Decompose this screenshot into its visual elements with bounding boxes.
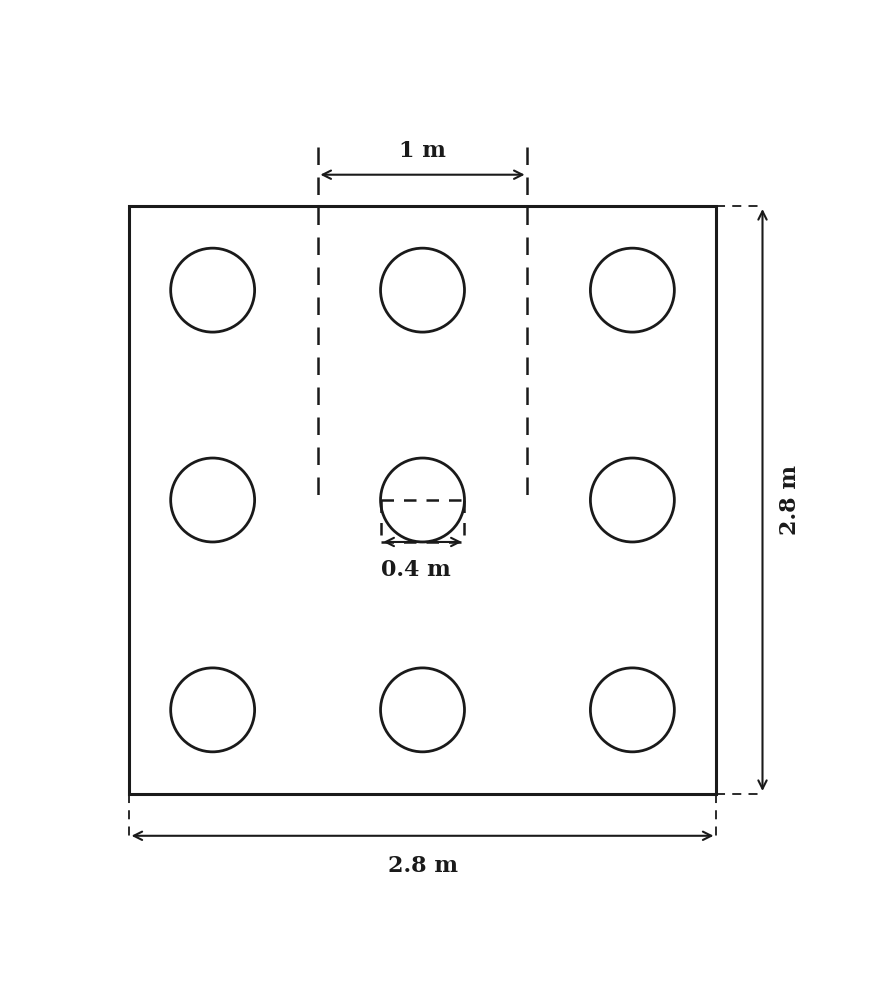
Text: 1 m: 1 m [399,140,446,162]
Text: 2.8 m: 2.8 m [779,465,800,535]
Bar [128,206,716,794]
Text: 2.8 m: 2.8 m [387,855,457,877]
Text: 0.4 m: 0.4 m [380,559,450,581]
